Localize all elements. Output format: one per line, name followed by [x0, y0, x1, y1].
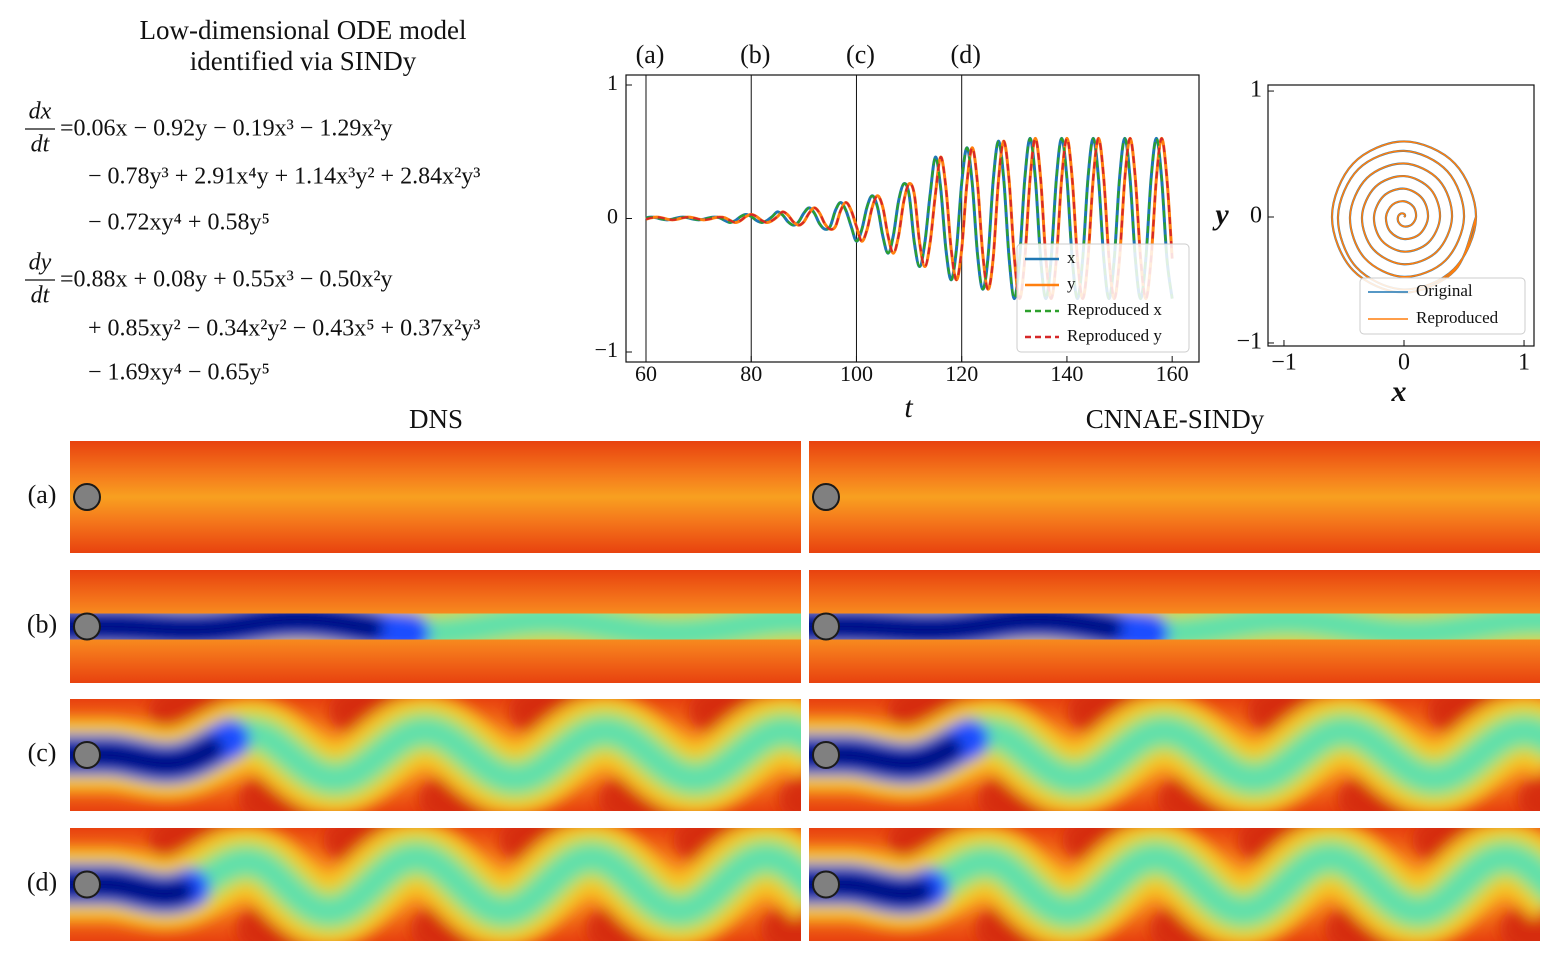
marker-label: (c): [846, 40, 875, 69]
legend: xy Reproduced x Reproduced y: [1017, 244, 1189, 352]
flow-field: [50, 441, 820, 553]
cylinder: [813, 614, 839, 640]
x-axis-label: t: [904, 391, 913, 424]
equation-line: + 0.85xy² − 0.34x²y² − 0.43x⁵ + 0.37x²y³: [88, 316, 480, 342]
marker-label: (d): [951, 40, 981, 69]
cylinder: [813, 742, 839, 768]
legend-label: Reproduced: [1416, 308, 1499, 327]
row-label: (b): [27, 609, 57, 638]
x-tick-label: 80: [740, 361, 762, 386]
equation-title: identified via SINDy: [190, 46, 417, 76]
equation-line: =0.06x − 0.92y − 0.19x³ − 1.29x²y: [60, 116, 393, 142]
wake-core: [60, 620, 370, 630]
x-tick-label: 140: [1050, 361, 1083, 386]
y-tick-label: 1: [1250, 77, 1262, 103]
legend-label: y: [1067, 274, 1076, 293]
equation-line: − 1.69xy⁴ − 0.65y⁵: [88, 360, 270, 386]
fraction-numerator: dx: [29, 99, 52, 125]
marker-label: (b): [740, 40, 770, 69]
x-tick-label: 120: [945, 361, 978, 386]
legend-label: x: [1067, 248, 1076, 267]
legend-label: Original: [1416, 281, 1473, 300]
flow-field: [789, 570, 1550, 683]
cylinder: [74, 742, 100, 768]
row-label: (a): [28, 480, 57, 509]
flow-field: [789, 814, 1550, 953]
x-tick-label: 100: [840, 361, 873, 386]
flow-field: [789, 441, 1550, 553]
x-axis-label: x: [1391, 375, 1407, 408]
equation-line: − 0.78y³ + 2.91x⁴y + 1.14x³y² + 2.84x²y³: [88, 164, 480, 190]
flow-field: [50, 570, 820, 683]
x-tick-label: 60: [635, 361, 657, 386]
y-tick-label: 1: [607, 70, 618, 95]
equation-line: =0.88x + 0.08y + 0.55x³ − 0.50x²y: [60, 267, 393, 293]
row-label: (d): [27, 867, 57, 896]
column-title: CNNAE-SINDy: [1086, 404, 1265, 434]
y-tick-label: −1: [1236, 328, 1262, 354]
fraction-denominator: dt: [31, 283, 51, 309]
y-axis-label: y: [1212, 198, 1229, 231]
cylinder: [74, 614, 100, 640]
row-label: (c): [28, 738, 57, 767]
x-tick-label: 0: [1398, 350, 1410, 376]
flow-field: [50, 814, 845, 953]
fraction-denominator: dt: [31, 132, 51, 158]
legend-label: Reproduced y: [1067, 326, 1162, 345]
trajectory: [1332, 141, 1476, 292]
y-tick-label: −1: [595, 337, 618, 362]
marker-label: (a): [636, 40, 665, 69]
y-tick-label: 0: [607, 204, 618, 229]
field-layers: [50, 620, 820, 634]
flow-field: [50, 685, 862, 825]
equation-block: Low-dimensional ODE model identified via…: [25, 15, 480, 385]
legend-label: Reproduced x: [1067, 300, 1162, 319]
flow-field: [789, 685, 1550, 825]
legend: Original Reproduced: [1360, 278, 1525, 334]
cylinder: [813, 484, 839, 510]
x-tick-label: −1: [1271, 350, 1297, 376]
field-layers: [789, 620, 1550, 634]
x-tick-label: 1: [1518, 350, 1530, 376]
cylinder: [813, 872, 839, 898]
x-tick-label: 160: [1156, 361, 1189, 386]
fraction-numerator: dy: [29, 250, 52, 276]
column-title: DNS: [409, 404, 463, 434]
equation-line: − 0.72xy⁴ + 0.58y⁵: [88, 210, 270, 236]
equation-title: Low-dimensional ODE model: [140, 15, 467, 45]
y-tick-label: 0: [1250, 203, 1262, 229]
cylinder: [74, 872, 100, 898]
wake-core: [799, 620, 1109, 630]
cylinder: [74, 484, 100, 510]
